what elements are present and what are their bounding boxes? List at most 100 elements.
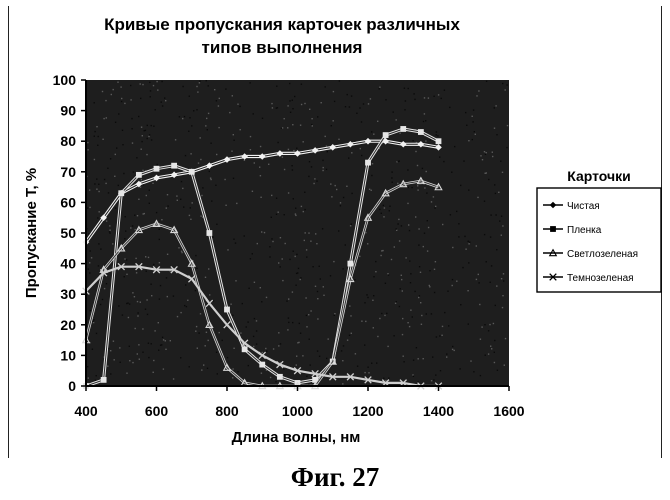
texture-speck (300, 83, 303, 85)
texture-speck (169, 270, 171, 272)
texture-speck (292, 108, 294, 110)
texture-speck (248, 287, 250, 289)
texture-speck (253, 345, 255, 348)
texture-speck (429, 270, 431, 272)
texture-speck (379, 317, 381, 320)
texture-speck (333, 260, 335, 263)
texture-speck (411, 316, 413, 318)
texture-speck (359, 147, 361, 150)
texture-speck (292, 321, 294, 324)
texture-speck (383, 207, 386, 209)
x-tick-label: 1400 (423, 403, 454, 419)
texture-speck (430, 380, 433, 382)
texture-speck (451, 348, 454, 351)
texture-speck (136, 353, 138, 355)
x-tick-label: 1600 (493, 403, 524, 419)
texture-speck (210, 178, 212, 181)
texture-speck (138, 344, 140, 346)
texture-speck (294, 95, 296, 98)
texture-speck (109, 225, 111, 227)
data-point (328, 357, 337, 365)
texture-speck (144, 129, 147, 132)
texture-speck (183, 170, 185, 172)
texture-speck (423, 232, 426, 234)
texture-speck (350, 332, 352, 334)
texture-speck (218, 97, 220, 100)
texture-speck (435, 374, 437, 376)
texture-speck (287, 317, 290, 319)
texture-speck (425, 170, 427, 173)
texture-speck (239, 129, 241, 131)
texture-speck (342, 360, 344, 362)
data-point (223, 321, 231, 329)
texture-speck (143, 212, 145, 215)
texture-speck (255, 343, 258, 345)
texture-speck (198, 82, 201, 84)
data-point (205, 320, 214, 328)
texture-speck (122, 144, 124, 146)
texture-speck (417, 189, 419, 191)
texture-speck (184, 304, 186, 307)
texture-speck (259, 175, 262, 177)
texture-speck (183, 206, 185, 208)
texture-speck (125, 259, 128, 261)
texture-speck (348, 157, 350, 159)
texture-speck (150, 124, 152, 127)
texture-speck (165, 207, 167, 209)
texture-speck (243, 235, 245, 237)
texture-speck (138, 198, 140, 200)
texture-speck (376, 362, 378, 364)
data-point (222, 363, 232, 371)
texture-speck (472, 109, 475, 111)
texture-speck (407, 87, 409, 90)
texture-speck (142, 184, 145, 186)
chart-title-line-1: Кривые пропускания карточек различных (104, 15, 460, 34)
data-point (241, 153, 248, 160)
texture-speck (126, 372, 128, 374)
texture-speck (108, 231, 111, 233)
texture-speck (103, 287, 106, 290)
texture-speck (128, 303, 131, 305)
texture-speck (109, 158, 112, 160)
texture-speck (140, 148, 142, 150)
texture-speck (446, 353, 448, 355)
texture-speck (192, 260, 194, 262)
texture-speck (271, 102, 273, 105)
texture-speck (342, 196, 345, 199)
texture-speck (492, 155, 494, 158)
texture-speck (425, 120, 427, 122)
texture-speck (270, 216, 272, 218)
texture-speck (265, 347, 267, 350)
texture-speck (287, 329, 289, 331)
texture-speck (344, 244, 346, 246)
texture-speck (493, 361, 496, 364)
texture-speck (243, 159, 246, 161)
texture-speck (159, 284, 162, 287)
texture-speck (136, 300, 139, 303)
texture-speck (480, 155, 482, 157)
texture-speck (317, 298, 319, 300)
texture-speck (479, 374, 482, 377)
texture-speck (342, 268, 344, 270)
texture-speck (91, 348, 94, 350)
texture-speck (415, 347, 418, 349)
texture-speck (364, 302, 366, 304)
legend-title: Карточки (567, 168, 631, 184)
texture-speck (216, 373, 218, 375)
texture-speck (479, 303, 481, 306)
data-point (206, 230, 213, 236)
texture-speck (308, 314, 310, 316)
texture-speck (306, 326, 308, 328)
texture-speck (319, 278, 321, 280)
texture-speck (435, 131, 438, 133)
texture-speck (302, 141, 304, 143)
texture-speck (314, 178, 316, 180)
texture-speck (300, 277, 302, 279)
texture-speck (118, 113, 120, 115)
texture-speck (204, 345, 206, 347)
texture-speck (131, 142, 134, 144)
texture-speck (114, 121, 117, 123)
texture-speck (277, 211, 279, 213)
texture-speck (322, 159, 324, 162)
texture-speck (456, 280, 458, 282)
